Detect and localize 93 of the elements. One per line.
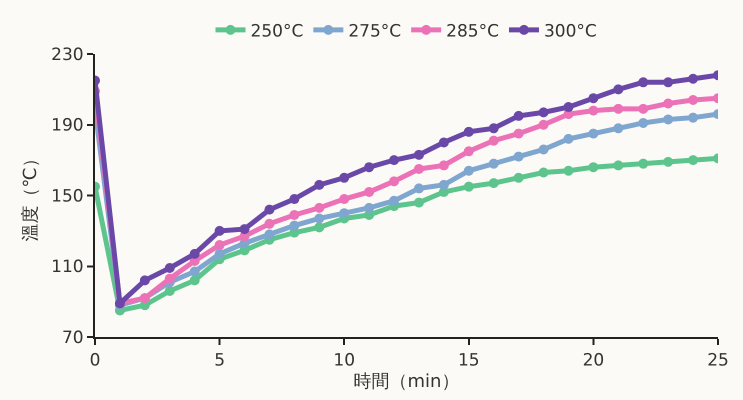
point <box>538 168 549 178</box>
point <box>464 182 474 192</box>
point <box>364 186 374 197</box>
point <box>538 107 549 118</box>
point <box>414 164 424 174</box>
point <box>438 160 449 170</box>
point <box>314 222 324 232</box>
point <box>389 155 400 166</box>
point <box>488 158 499 169</box>
point <box>613 84 624 94</box>
point <box>190 266 200 277</box>
point <box>638 118 648 128</box>
x-tick-label: 0 <box>90 350 100 370</box>
point <box>514 110 524 121</box>
point <box>164 263 175 274</box>
point <box>663 114 674 124</box>
point <box>264 218 274 229</box>
y-tick-label: 70 <box>62 328 84 348</box>
point <box>563 166 574 176</box>
point <box>314 180 324 190</box>
legend-label: 250°C <box>250 22 304 42</box>
point <box>538 144 549 155</box>
point <box>264 229 274 240</box>
point <box>538 120 549 130</box>
y-axis-title: 溫度（℃） <box>20 149 41 242</box>
x-tick-label: 25 <box>707 350 729 370</box>
point <box>214 248 225 259</box>
legend-label: 285°C <box>446 22 499 42</box>
point <box>638 158 648 169</box>
point <box>214 226 225 236</box>
point <box>663 156 674 167</box>
point <box>514 152 524 162</box>
point <box>563 134 574 144</box>
point <box>314 202 324 213</box>
point <box>414 183 424 194</box>
point <box>190 248 200 259</box>
x-tick-label: 20 <box>582 350 604 370</box>
y-tick-label: 190 <box>51 116 84 136</box>
point <box>588 106 598 116</box>
point <box>563 102 574 112</box>
point <box>638 104 648 114</box>
point <box>464 166 474 176</box>
point <box>140 275 150 286</box>
y-tick-label: 110 <box>51 257 84 278</box>
point <box>389 196 400 206</box>
point <box>613 160 624 170</box>
point <box>389 176 400 186</box>
point <box>514 172 524 183</box>
point <box>289 220 300 231</box>
point <box>364 202 374 213</box>
point <box>164 274 175 284</box>
point <box>339 172 350 183</box>
point <box>588 93 598 104</box>
point <box>190 275 200 286</box>
x-tick-label: 15 <box>458 350 480 370</box>
legend-label: 275°C <box>348 22 402 42</box>
point <box>613 104 624 114</box>
point <box>414 150 424 160</box>
y-tick-label: 150 <box>51 186 84 206</box>
point <box>214 240 225 250</box>
point <box>240 224 250 234</box>
point <box>663 77 674 88</box>
point <box>688 112 698 123</box>
point <box>514 128 524 139</box>
point <box>364 162 374 172</box>
point <box>314 213 324 224</box>
point <box>464 126 474 137</box>
point <box>289 194 300 204</box>
point <box>638 77 648 88</box>
point <box>688 155 698 166</box>
point <box>289 210 300 220</box>
x-tick-label: 10 <box>333 350 356 370</box>
point <box>663 98 674 109</box>
y-tick-label: 230 <box>51 44 84 65</box>
point <box>339 208 350 218</box>
point <box>688 94 698 105</box>
point <box>438 137 449 148</box>
point <box>688 74 698 84</box>
legend-label: 300°C <box>544 22 597 42</box>
x-axis-title: 時間（min） <box>354 371 460 392</box>
point <box>464 146 474 156</box>
point <box>339 194 350 204</box>
point <box>488 136 499 146</box>
point <box>264 204 274 215</box>
x-tick-label: 5 <box>214 350 226 370</box>
point <box>438 180 449 190</box>
point <box>488 178 499 188</box>
point <box>588 128 598 139</box>
point <box>588 162 598 172</box>
point <box>488 123 499 134</box>
point <box>164 286 175 296</box>
point <box>414 198 424 208</box>
point <box>613 123 624 134</box>
